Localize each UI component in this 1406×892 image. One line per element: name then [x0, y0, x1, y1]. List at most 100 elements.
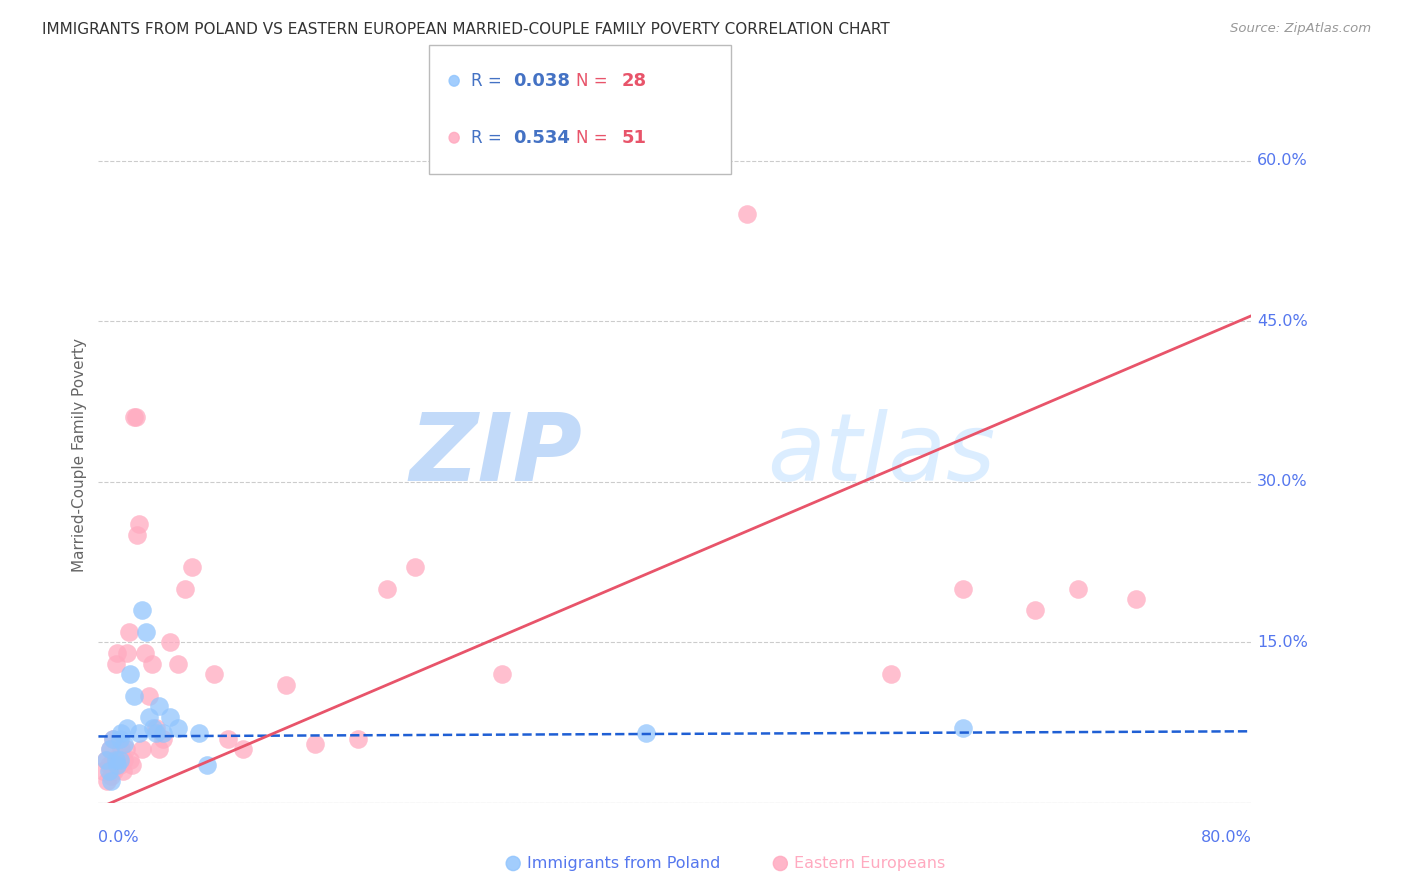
Point — [274, 678, 297, 692]
Point — [148, 742, 170, 756]
Point — [148, 699, 170, 714]
Point — [166, 721, 188, 735]
Point — [952, 721, 974, 735]
Point — [100, 769, 122, 783]
Point — [231, 742, 254, 756]
Point — [135, 624, 157, 639]
Point — [1125, 592, 1147, 607]
Y-axis label: Married-Couple Family Poverty: Married-Couple Family Poverty — [72, 338, 87, 572]
Point — [636, 726, 658, 740]
Text: IMMIGRANTS FROM POLAND VS EASTERN EUROPEAN MARRIED-COUPLE FAMILY POVERTY CORRELA: IMMIGRANTS FROM POLAND VS EASTERN EUROPE… — [42, 22, 890, 37]
Text: 28: 28 — [621, 72, 647, 90]
Point — [952, 582, 974, 596]
Point — [121, 758, 143, 772]
Text: atlas: atlas — [768, 409, 995, 500]
Point — [304, 737, 326, 751]
Point — [91, 764, 114, 778]
Point — [346, 731, 368, 746]
Text: 80.0%: 80.0% — [1201, 830, 1251, 845]
Point — [94, 753, 117, 767]
Point — [131, 603, 153, 617]
Point — [159, 710, 181, 724]
Point — [111, 764, 134, 778]
Point — [138, 689, 160, 703]
Point — [105, 758, 128, 772]
Point — [112, 737, 135, 751]
Text: 0.038: 0.038 — [513, 72, 571, 90]
Text: N =: N = — [576, 128, 613, 146]
Text: Source: ZipAtlas.com: Source: ZipAtlas.com — [1230, 22, 1371, 36]
Point — [375, 582, 398, 596]
Point — [101, 731, 124, 746]
Point — [138, 710, 160, 724]
Point — [142, 721, 165, 735]
Point — [118, 624, 141, 639]
Point — [108, 758, 131, 772]
Point — [1067, 582, 1090, 596]
Text: R =: R = — [471, 72, 508, 90]
Point — [145, 726, 167, 740]
Point — [141, 657, 163, 671]
Point — [98, 742, 121, 756]
Point — [104, 753, 127, 767]
Point — [195, 758, 218, 772]
Point — [101, 753, 124, 767]
Text: 0.0%: 0.0% — [98, 830, 139, 845]
Point — [202, 667, 225, 681]
Point — [131, 742, 153, 756]
Point — [152, 726, 174, 740]
Text: R =: R = — [471, 128, 508, 146]
Point — [120, 753, 142, 767]
Text: 45.0%: 45.0% — [1257, 314, 1308, 328]
Point — [217, 731, 239, 746]
Point — [124, 410, 146, 425]
Point — [117, 646, 138, 660]
Point — [94, 753, 117, 767]
Text: Immigrants from Poland: Immigrants from Poland — [527, 856, 721, 871]
Point — [124, 689, 146, 703]
Point — [166, 657, 188, 671]
Point — [101, 731, 124, 746]
Point — [110, 726, 132, 740]
Point — [103, 764, 125, 778]
Point — [97, 758, 120, 772]
Point — [405, 560, 427, 574]
Point — [107, 753, 129, 767]
Text: 15.0%: 15.0% — [1257, 635, 1308, 649]
Point — [128, 726, 150, 740]
Text: 0.534: 0.534 — [513, 128, 569, 146]
Point — [104, 657, 127, 671]
Point — [120, 667, 142, 681]
Point — [114, 742, 136, 756]
Point — [174, 582, 197, 596]
Point — [112, 753, 135, 767]
Point — [152, 731, 174, 746]
Point — [100, 774, 122, 789]
Point — [98, 742, 121, 756]
Point — [117, 721, 138, 735]
Point — [96, 774, 118, 789]
Point — [159, 635, 181, 649]
Point — [108, 731, 131, 746]
Point — [134, 646, 156, 660]
Point — [108, 753, 131, 767]
Text: 51: 51 — [621, 128, 647, 146]
Point — [97, 764, 120, 778]
Point — [880, 667, 903, 681]
Point — [188, 726, 211, 740]
Point — [110, 742, 132, 756]
Text: 60.0%: 60.0% — [1257, 153, 1308, 168]
Text: Eastern Europeans: Eastern Europeans — [794, 856, 946, 871]
Point — [735, 207, 758, 221]
Text: 30.0%: 30.0% — [1257, 475, 1308, 489]
Text: N =: N = — [576, 72, 613, 90]
Point — [105, 646, 128, 660]
Point — [1024, 603, 1046, 617]
Point — [491, 667, 513, 681]
Point — [128, 517, 150, 532]
Point — [125, 410, 148, 425]
Point — [127, 528, 149, 542]
Text: ZIP: ZIP — [409, 409, 582, 501]
Point — [145, 721, 167, 735]
Point — [181, 560, 204, 574]
